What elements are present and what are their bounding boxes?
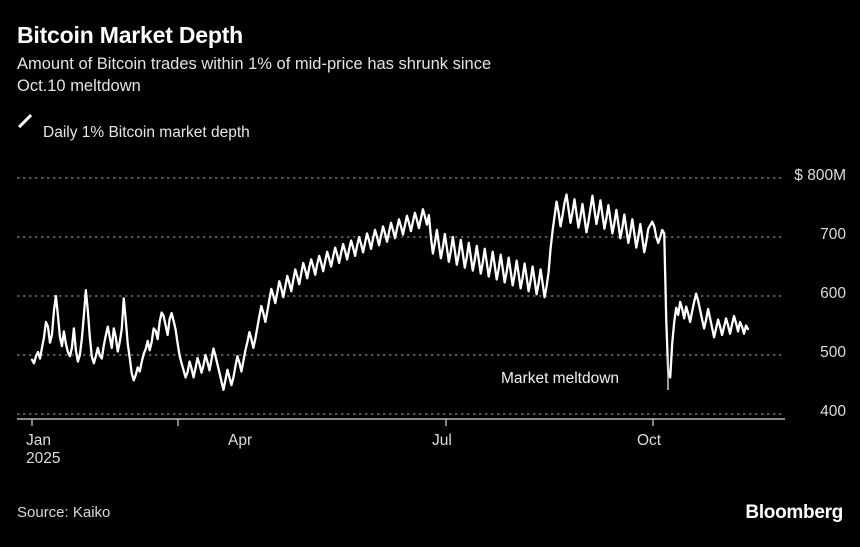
x-axis-label-apr: Apr <box>228 432 252 450</box>
chart-header: Bitcoin Market Depth Amount of Bitcoin t… <box>17 22 844 98</box>
chart-legend: Daily 1% Bitcoin market depth <box>17 124 250 142</box>
annotation-market-meltdown: Market meltdown <box>501 370 620 387</box>
legend-item-label: Daily 1% Bitcoin market depth <box>43 124 250 141</box>
subtitle-line-2: Oct.10 meltdown <box>17 77 141 96</box>
x-axis-label-text: Jul <box>432 432 452 449</box>
x-axis-label-text: Apr <box>228 432 253 449</box>
y-axis-label-400: 400 <box>820 403 846 420</box>
x-axis-label-oct: Oct <box>637 432 661 450</box>
source-attribution: Source: Kaiko <box>17 504 111 521</box>
y-axis-label-800: $ 800M <box>794 167 846 184</box>
y-axis-label-500: 500 <box>820 344 846 361</box>
gridlines <box>17 177 785 415</box>
x-axis-label-jan: Jan 2025 <box>26 432 60 468</box>
chart-subtitle: Amount of Bitcoin trades within 1% of mi… <box>17 54 717 98</box>
x-axis-label-text: Jan <box>26 432 51 449</box>
subtitle-line-1: Amount of Bitcoin trades within 1% of mi… <box>17 55 492 74</box>
bloomberg-logo: Bloomberg <box>745 502 843 523</box>
series-line-group <box>30 193 750 391</box>
y-axis-label-700: 700 <box>820 226 846 243</box>
series-line-daily-market-depth <box>30 193 750 391</box>
y-axis-label-600: 600 <box>820 285 846 302</box>
x-axis-year-label: 2025 <box>26 450 61 467</box>
page-title: Bitcoin Market Depth <box>17 22 244 48</box>
diagonal-slash-icon <box>17 125 34 142</box>
x-axis-label-text: Oct <box>637 432 662 449</box>
chart-footer: Source: Kaiko Bloomberg <box>0 490 860 547</box>
x-axis-group <box>17 418 785 426</box>
x-axis-label-jul: Jul <box>432 432 452 450</box>
